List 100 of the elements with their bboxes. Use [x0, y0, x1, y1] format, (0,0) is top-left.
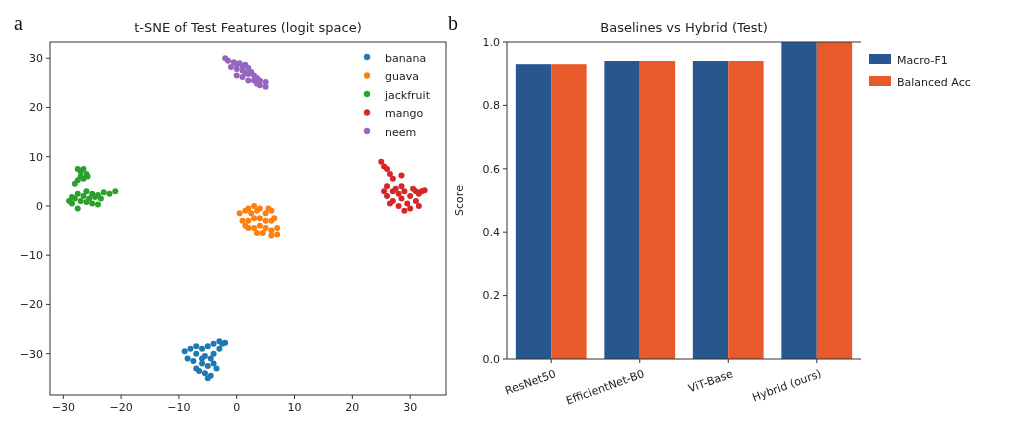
point	[404, 200, 411, 207]
point	[395, 190, 402, 197]
point	[112, 188, 119, 195]
point	[384, 183, 391, 190]
y-tick-label: 0.8	[482, 99, 500, 113]
y-tick-label: −30	[19, 347, 43, 361]
y-tick-label: −20	[19, 298, 43, 312]
chart-title: Baselines vs Hybrid (Test)	[600, 20, 768, 35]
point	[251, 202, 258, 209]
y-tick-label: 0	[36, 199, 43, 213]
point	[193, 350, 200, 357]
x-tick-label: 30	[403, 401, 418, 414]
point	[256, 222, 263, 229]
x-tick-label: 20	[345, 401, 360, 414]
chart-title: t-SNE of Test Features (logit space)	[134, 20, 362, 35]
point	[268, 232, 275, 239]
point	[236, 210, 243, 217]
point	[187, 345, 194, 352]
point	[256, 215, 263, 222]
bar	[604, 61, 640, 359]
point	[210, 360, 217, 367]
point	[204, 362, 211, 369]
point	[201, 370, 208, 377]
bar	[551, 64, 587, 359]
point	[227, 64, 234, 71]
point	[77, 198, 84, 205]
bar	[816, 42, 853, 359]
point	[401, 188, 408, 195]
point	[251, 225, 258, 232]
x-tick-label: 0	[233, 401, 241, 414]
point	[239, 73, 246, 80]
point	[389, 175, 396, 182]
point	[233, 72, 240, 79]
point	[106, 190, 113, 197]
point	[210, 350, 217, 357]
legend-label: Balanced Acc	[897, 75, 971, 89]
point	[398, 172, 405, 179]
point	[94, 201, 101, 208]
point	[262, 217, 269, 224]
legend-label: guava	[385, 70, 419, 83]
point	[190, 358, 197, 365]
bar	[781, 42, 817, 359]
point	[251, 215, 258, 222]
y-tick-label: 1.0	[482, 35, 500, 49]
point	[74, 190, 81, 197]
point	[74, 205, 81, 212]
point	[398, 183, 405, 190]
point	[262, 210, 269, 217]
legend-label: Macro-F1	[897, 53, 948, 67]
y-tick-label: 0.0	[482, 352, 500, 366]
y-axis-title: Score	[453, 184, 466, 216]
point	[395, 202, 402, 209]
bar	[692, 61, 729, 359]
text: b	[448, 12, 458, 34]
y-tick-label: 0.2	[482, 289, 500, 303]
point	[401, 207, 408, 214]
point	[259, 230, 266, 237]
x-tick-label: −30	[51, 401, 75, 414]
bar	[639, 61, 676, 359]
point	[213, 365, 220, 372]
bar	[515, 64, 552, 359]
text: a	[14, 12, 23, 34]
point	[233, 66, 240, 73]
x-tick-label: −20	[109, 401, 133, 414]
y-tick-label: 20	[29, 101, 43, 115]
point	[245, 217, 252, 224]
point	[86, 195, 93, 202]
point	[386, 170, 393, 177]
point	[80, 193, 87, 200]
x-tick-label: −10	[167, 401, 191, 414]
point	[89, 200, 96, 207]
point	[181, 348, 188, 355]
point	[407, 205, 414, 212]
point	[412, 198, 419, 205]
point	[274, 231, 281, 238]
point	[199, 360, 206, 367]
legend-label: neem	[385, 125, 417, 139]
y-tick-label: −10	[19, 249, 43, 263]
point	[207, 355, 214, 362]
point	[398, 195, 405, 202]
bar	[728, 61, 764, 359]
point	[97, 195, 104, 202]
point	[216, 345, 223, 352]
point	[184, 355, 191, 362]
x-tick-label: 10	[287, 401, 302, 414]
point	[274, 225, 281, 232]
point	[384, 193, 391, 200]
point	[378, 158, 385, 165]
y-tick-label: 30	[29, 52, 43, 66]
point	[199, 345, 206, 352]
point	[262, 225, 269, 232]
legend-label: mango	[385, 107, 424, 120]
point	[239, 217, 246, 224]
point	[245, 77, 252, 84]
point	[262, 78, 269, 85]
point	[83, 188, 90, 195]
point	[193, 343, 200, 350]
legend-label: banana	[385, 51, 427, 65]
point	[415, 202, 422, 209]
point	[210, 340, 217, 347]
